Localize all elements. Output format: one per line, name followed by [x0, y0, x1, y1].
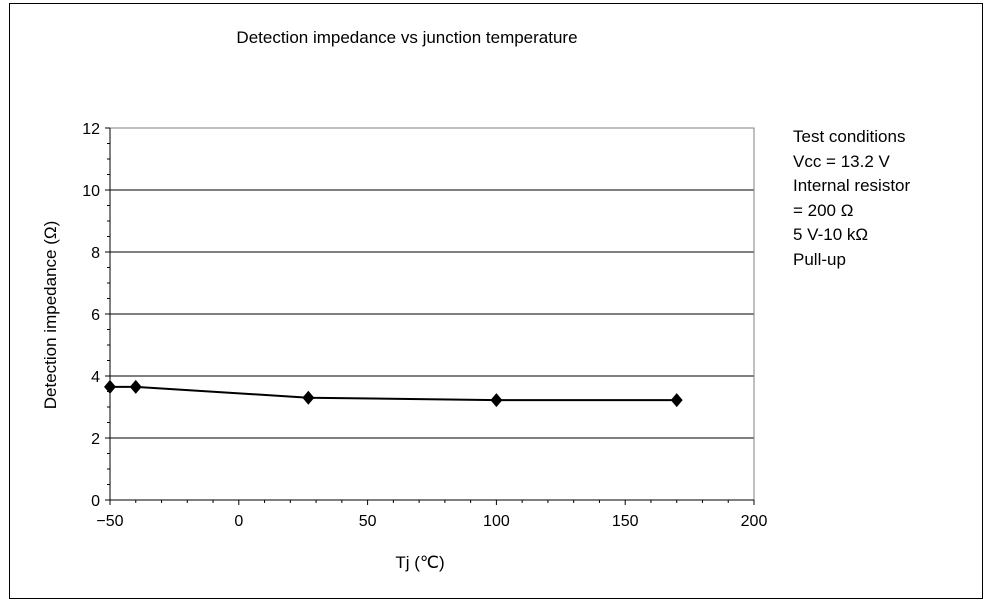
y-tick-label: 10 [82, 183, 100, 200]
note-line: Test conditions [793, 127, 906, 146]
x-tick-label: 50 [359, 513, 377, 530]
x-axis-label: Tj (℃) [395, 553, 444, 572]
x-tick-label: 150 [612, 513, 639, 530]
note-line: Internal resistor [793, 176, 911, 195]
y-tick-label: 12 [82, 121, 100, 138]
data-point [670, 393, 683, 408]
data-point [302, 390, 315, 405]
y-tick-label: 6 [91, 307, 100, 324]
test-conditions-note: Test conditions Vcc = 13.2 V Internal re… [793, 125, 910, 272]
y-tick-label: 8 [91, 245, 100, 262]
x-tick-label: 200 [741, 513, 768, 530]
tick-labels: 0 2 4 6 8 10 12 −50 0 50 100 150 200 [82, 121, 767, 530]
note-line: 5 V-10 kΩ [793, 225, 869, 244]
y-tick-label: 2 [91, 431, 100, 448]
data-point [490, 393, 503, 408]
y-tick-label: 0 [91, 493, 100, 510]
y-axis-label: Detection impedance (Ω) [41, 221, 60, 409]
note-line: Pull-up [793, 249, 846, 269]
axes [105, 127, 755, 505]
series-layer [104, 379, 683, 408]
y-tick-label: 4 [91, 369, 100, 386]
series-line [110, 385, 677, 402]
x-tick-label: −50 [96, 513, 123, 530]
chart-frame [9, 3, 983, 599]
chart-title: Detection impedance vs junction temperat… [236, 28, 577, 47]
note-line: = 200 Ω [793, 200, 854, 220]
note-line: Vcc = 13.2 V [793, 151, 890, 171]
data-point [104, 379, 116, 394]
x-tick-label: 0 [234, 513, 243, 530]
x-tick-label: 100 [483, 513, 510, 530]
data-point [129, 379, 142, 394]
